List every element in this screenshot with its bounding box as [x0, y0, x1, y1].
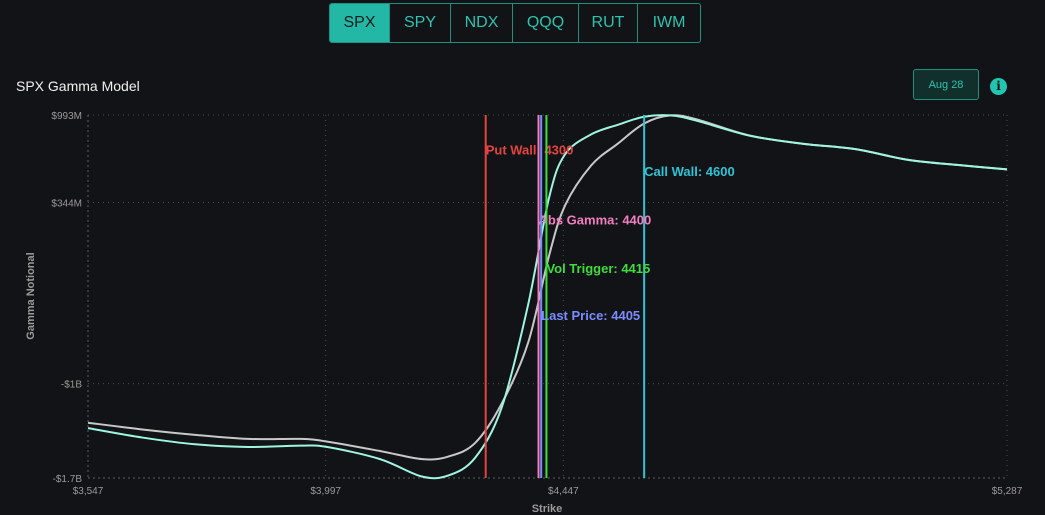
y-tick-label: -$1B: [61, 380, 82, 391]
abs-gamma-label: Abs Gamma: 4400: [539, 213, 652, 228]
x-axis-label: Strike: [532, 503, 563, 515]
put-wall-label: Put Wall: 4300: [486, 142, 574, 157]
chart-levels: Put Wall: 4300 Call Wall: 4600 Abs Gamma: …: [484, 115, 735, 478]
chart-curves: [87, 114, 1008, 480]
last-price-label: Last Price: 4405: [541, 308, 640, 323]
x-tick-label: $4,447: [548, 486, 579, 497]
chart-axes: $993M $344M -$1B -$1.7B$3,547 $3,997 $4,447 $5…: [51, 111, 1022, 497]
x-tick-label: $3,547: [73, 486, 104, 497]
gamma-curve-1: [87, 114, 1008, 480]
tab-qqq[interactable]: QQQ: [513, 4, 579, 42]
tab-spx[interactable]: SPX: [330, 4, 390, 42]
y-tick-label: $993M: [51, 111, 82, 122]
y-axis-label: Gamma Notional: [25, 252, 37, 339]
tab-iwm[interactable]: IWM: [652, 14, 686, 31]
ticker-tabs: SPX SPY NDX QQQ RUT IWM: [329, 3, 701, 43]
vol-trigger-label: Vol Trigger: 4415: [546, 261, 650, 276]
tab-ndx[interactable]: NDX: [451, 4, 513, 42]
y-tick-label: $344M: [51, 198, 82, 209]
info-icon[interactable]: i: [990, 78, 1007, 95]
chart-grid: [87, 114, 1008, 479]
call-wall-label: Call Wall: 4600: [644, 164, 735, 179]
x-tick-label: $5,287: [992, 486, 1023, 497]
tab-rut[interactable]: RUT: [579, 4, 638, 42]
y-tick-label: -$1.7B: [53, 474, 83, 485]
chart-title: SPX Gamma Model: [16, 78, 140, 94]
tab-spy[interactable]: SPY: [390, 4, 451, 42]
gamma-curve-2: [87, 114, 1008, 461]
x-tick-label: $3,997: [310, 486, 341, 497]
date-button[interactable]: Aug 28: [913, 69, 979, 100]
